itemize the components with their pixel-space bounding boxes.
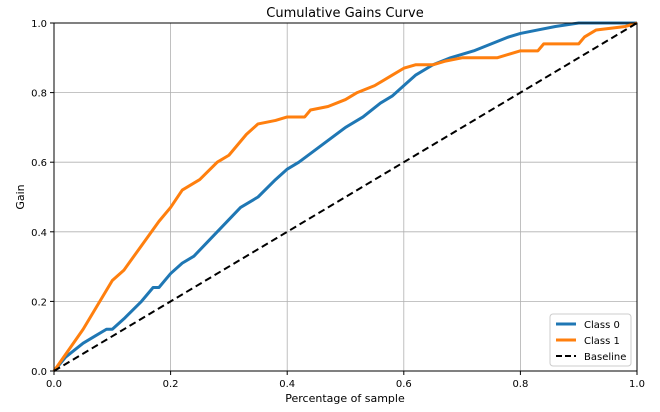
x-tick-label: 0.8: [512, 379, 528, 390]
legend-label: Class 1: [584, 336, 620, 347]
legend: Class 0 Class 1 Baseline: [549, 313, 632, 367]
x-tick-label: 1.0: [629, 379, 645, 390]
y-tick-label: 1.0: [31, 19, 47, 30]
x-tick-label: 0.6: [396, 379, 412, 390]
y-tick-label: 0.8: [31, 89, 47, 100]
series-line-class-0: [52, 21, 637, 372]
chart-title: Cumulative Gains Curve: [266, 6, 423, 21]
legend-label: Baseline: [584, 352, 626, 363]
y-tick-label: 0.2: [31, 297, 47, 308]
legend-box: [549, 313, 632, 367]
y-tick-label: 0.0: [31, 367, 47, 378]
x-tick-label: 0.0: [46, 379, 62, 390]
plot-frame: [53, 22, 638, 372]
x-tick-label: 0.2: [163, 379, 179, 390]
y-tick-label: 0.4: [31, 228, 47, 239]
series-line-baseline: [53, 22, 638, 372]
y-tick-label: 0.6: [31, 158, 47, 169]
y-axis-label: Gain: [14, 184, 27, 209]
x-axis-label: Percentage of sample: [285, 392, 405, 405]
series-line-class-1: [52, 21, 638, 372]
legend-label: Class 0: [584, 320, 620, 331]
x-tick-label: 0.4: [279, 379, 295, 390]
